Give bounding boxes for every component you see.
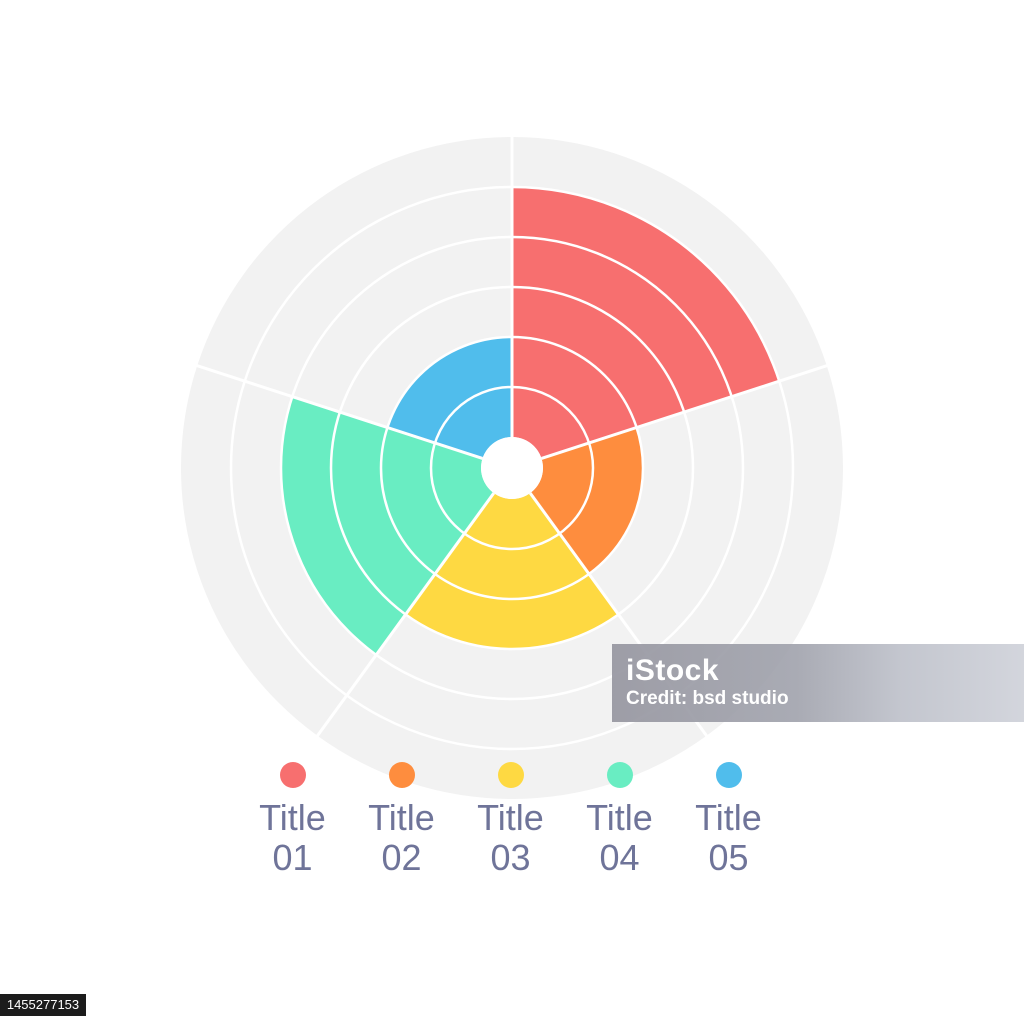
sector-03 [405, 493, 619, 650]
watermark-credit: Credit: bsd studio [626, 688, 789, 709]
legend-item-04: Title 04 [565, 762, 674, 878]
sector-divider [315, 492, 495, 739]
legend-dot-02 [388, 762, 415, 788]
watermark: iStock Credit: bsd studio [612, 644, 1024, 722]
legend-dot-01 [279, 762, 306, 788]
legend-label-01: Title 01 [259, 797, 326, 878]
legend-label-05: Title 05 [695, 797, 762, 878]
sector-01 [512, 187, 780, 459]
legend-item-02: Title 02 [347, 762, 456, 878]
legend-dot-04 [606, 762, 633, 788]
legend-item-05: Title 05 [674, 762, 783, 878]
sector-04 [281, 396, 494, 655]
stock-id-badge: 1455277153 [0, 994, 86, 1016]
legend: Title 01 Title 02 Title 03 Title 04 Titl… [238, 762, 783, 878]
legend-label-02: Title 02 [368, 797, 435, 878]
legend-item-03: Title 03 [456, 762, 565, 878]
watermark-brand: iStock [626, 654, 720, 687]
center-hole [481, 437, 543, 499]
sector-divider [541, 363, 830, 460]
sector-05 [387, 337, 512, 459]
legend-dot-05 [715, 762, 742, 788]
legend-label-03: Title 03 [477, 797, 544, 878]
legend-item-01: Title 01 [238, 762, 347, 878]
legend-label-04: Title 04 [586, 797, 653, 878]
sector-divider [194, 363, 483, 460]
legend-dot-03 [497, 762, 524, 788]
